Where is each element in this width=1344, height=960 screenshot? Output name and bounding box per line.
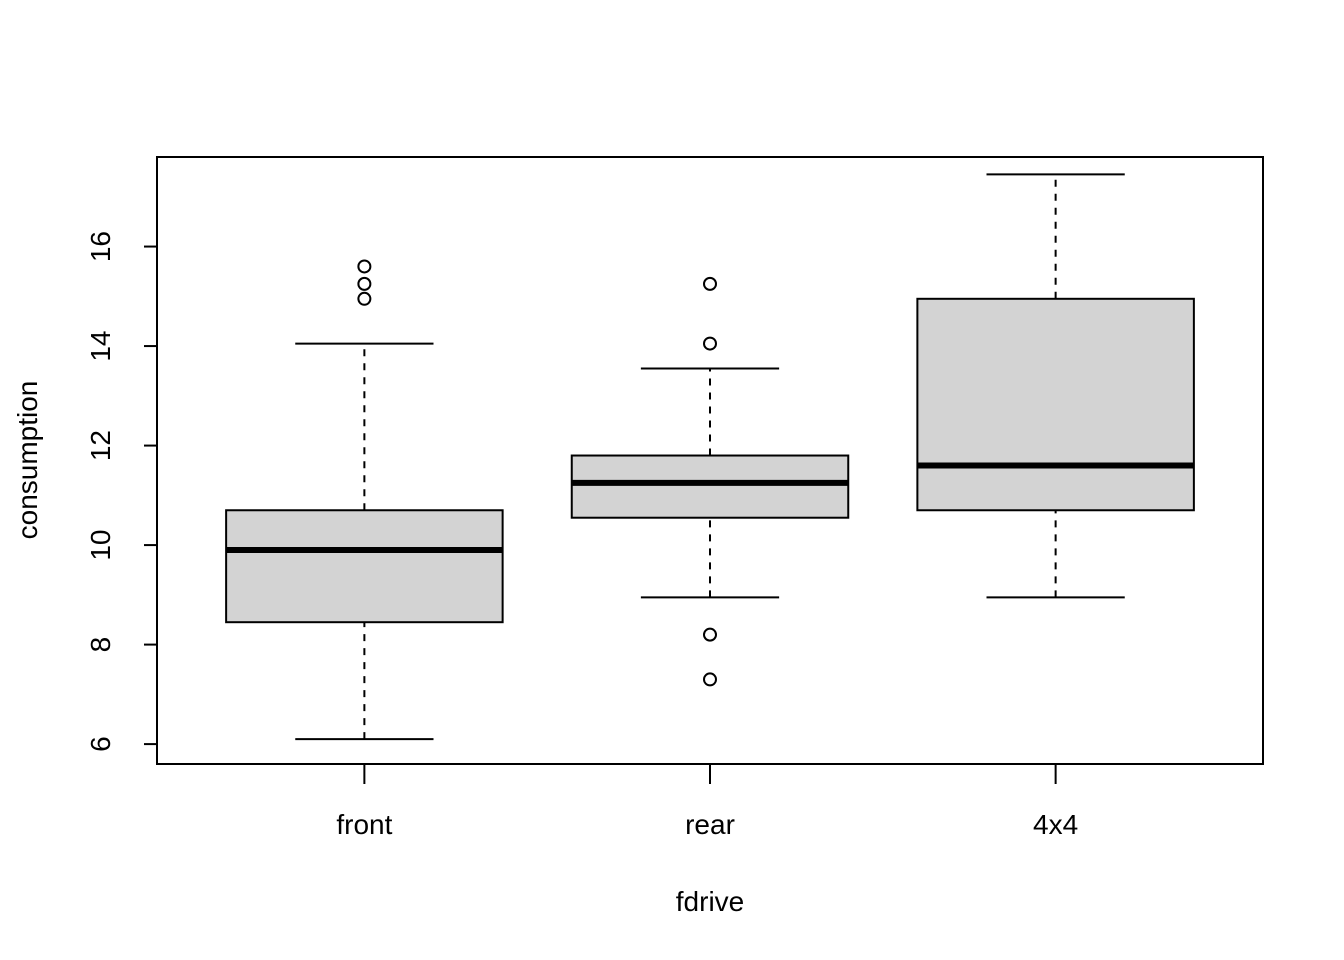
- x-axis: front rear 4x4: [336, 764, 1078, 840]
- box-iqr: [916, 297, 1195, 512]
- y-tick-label: 12: [85, 430, 116, 461]
- y-tick-label: 6: [85, 736, 116, 752]
- x-tick-label: 4x4: [1033, 809, 1078, 840]
- outlier-point: [357, 291, 372, 306]
- y-axis-title: consumption: [12, 381, 43, 540]
- boxes-layer: [225, 173, 1195, 741]
- y-tick-label: 14: [85, 330, 116, 361]
- y-tick-label: 10: [85, 530, 116, 561]
- outlier-point: [357, 259, 372, 274]
- box-group-4x4: [916, 173, 1195, 599]
- box-iqr: [225, 509, 504, 624]
- outlier-point: [703, 336, 717, 351]
- box-iqr: [570, 454, 850, 519]
- box-group-rear: [570, 276, 850, 687]
- box-group-front: [225, 259, 504, 741]
- x-tick-label: front: [336, 809, 392, 840]
- x-axis-title: fdrive: [676, 886, 744, 917]
- outlier-point: [703, 672, 717, 687]
- y-tick-label: 8: [85, 637, 116, 653]
- outlier-point: [703, 276, 717, 291]
- y-tick-label: 16: [85, 231, 116, 262]
- x-tick-label: rear: [685, 809, 735, 840]
- outlier-point: [357, 276, 372, 291]
- y-axis: 6 8 10 12 14 16: [85, 231, 158, 752]
- outlier-point: [703, 627, 717, 642]
